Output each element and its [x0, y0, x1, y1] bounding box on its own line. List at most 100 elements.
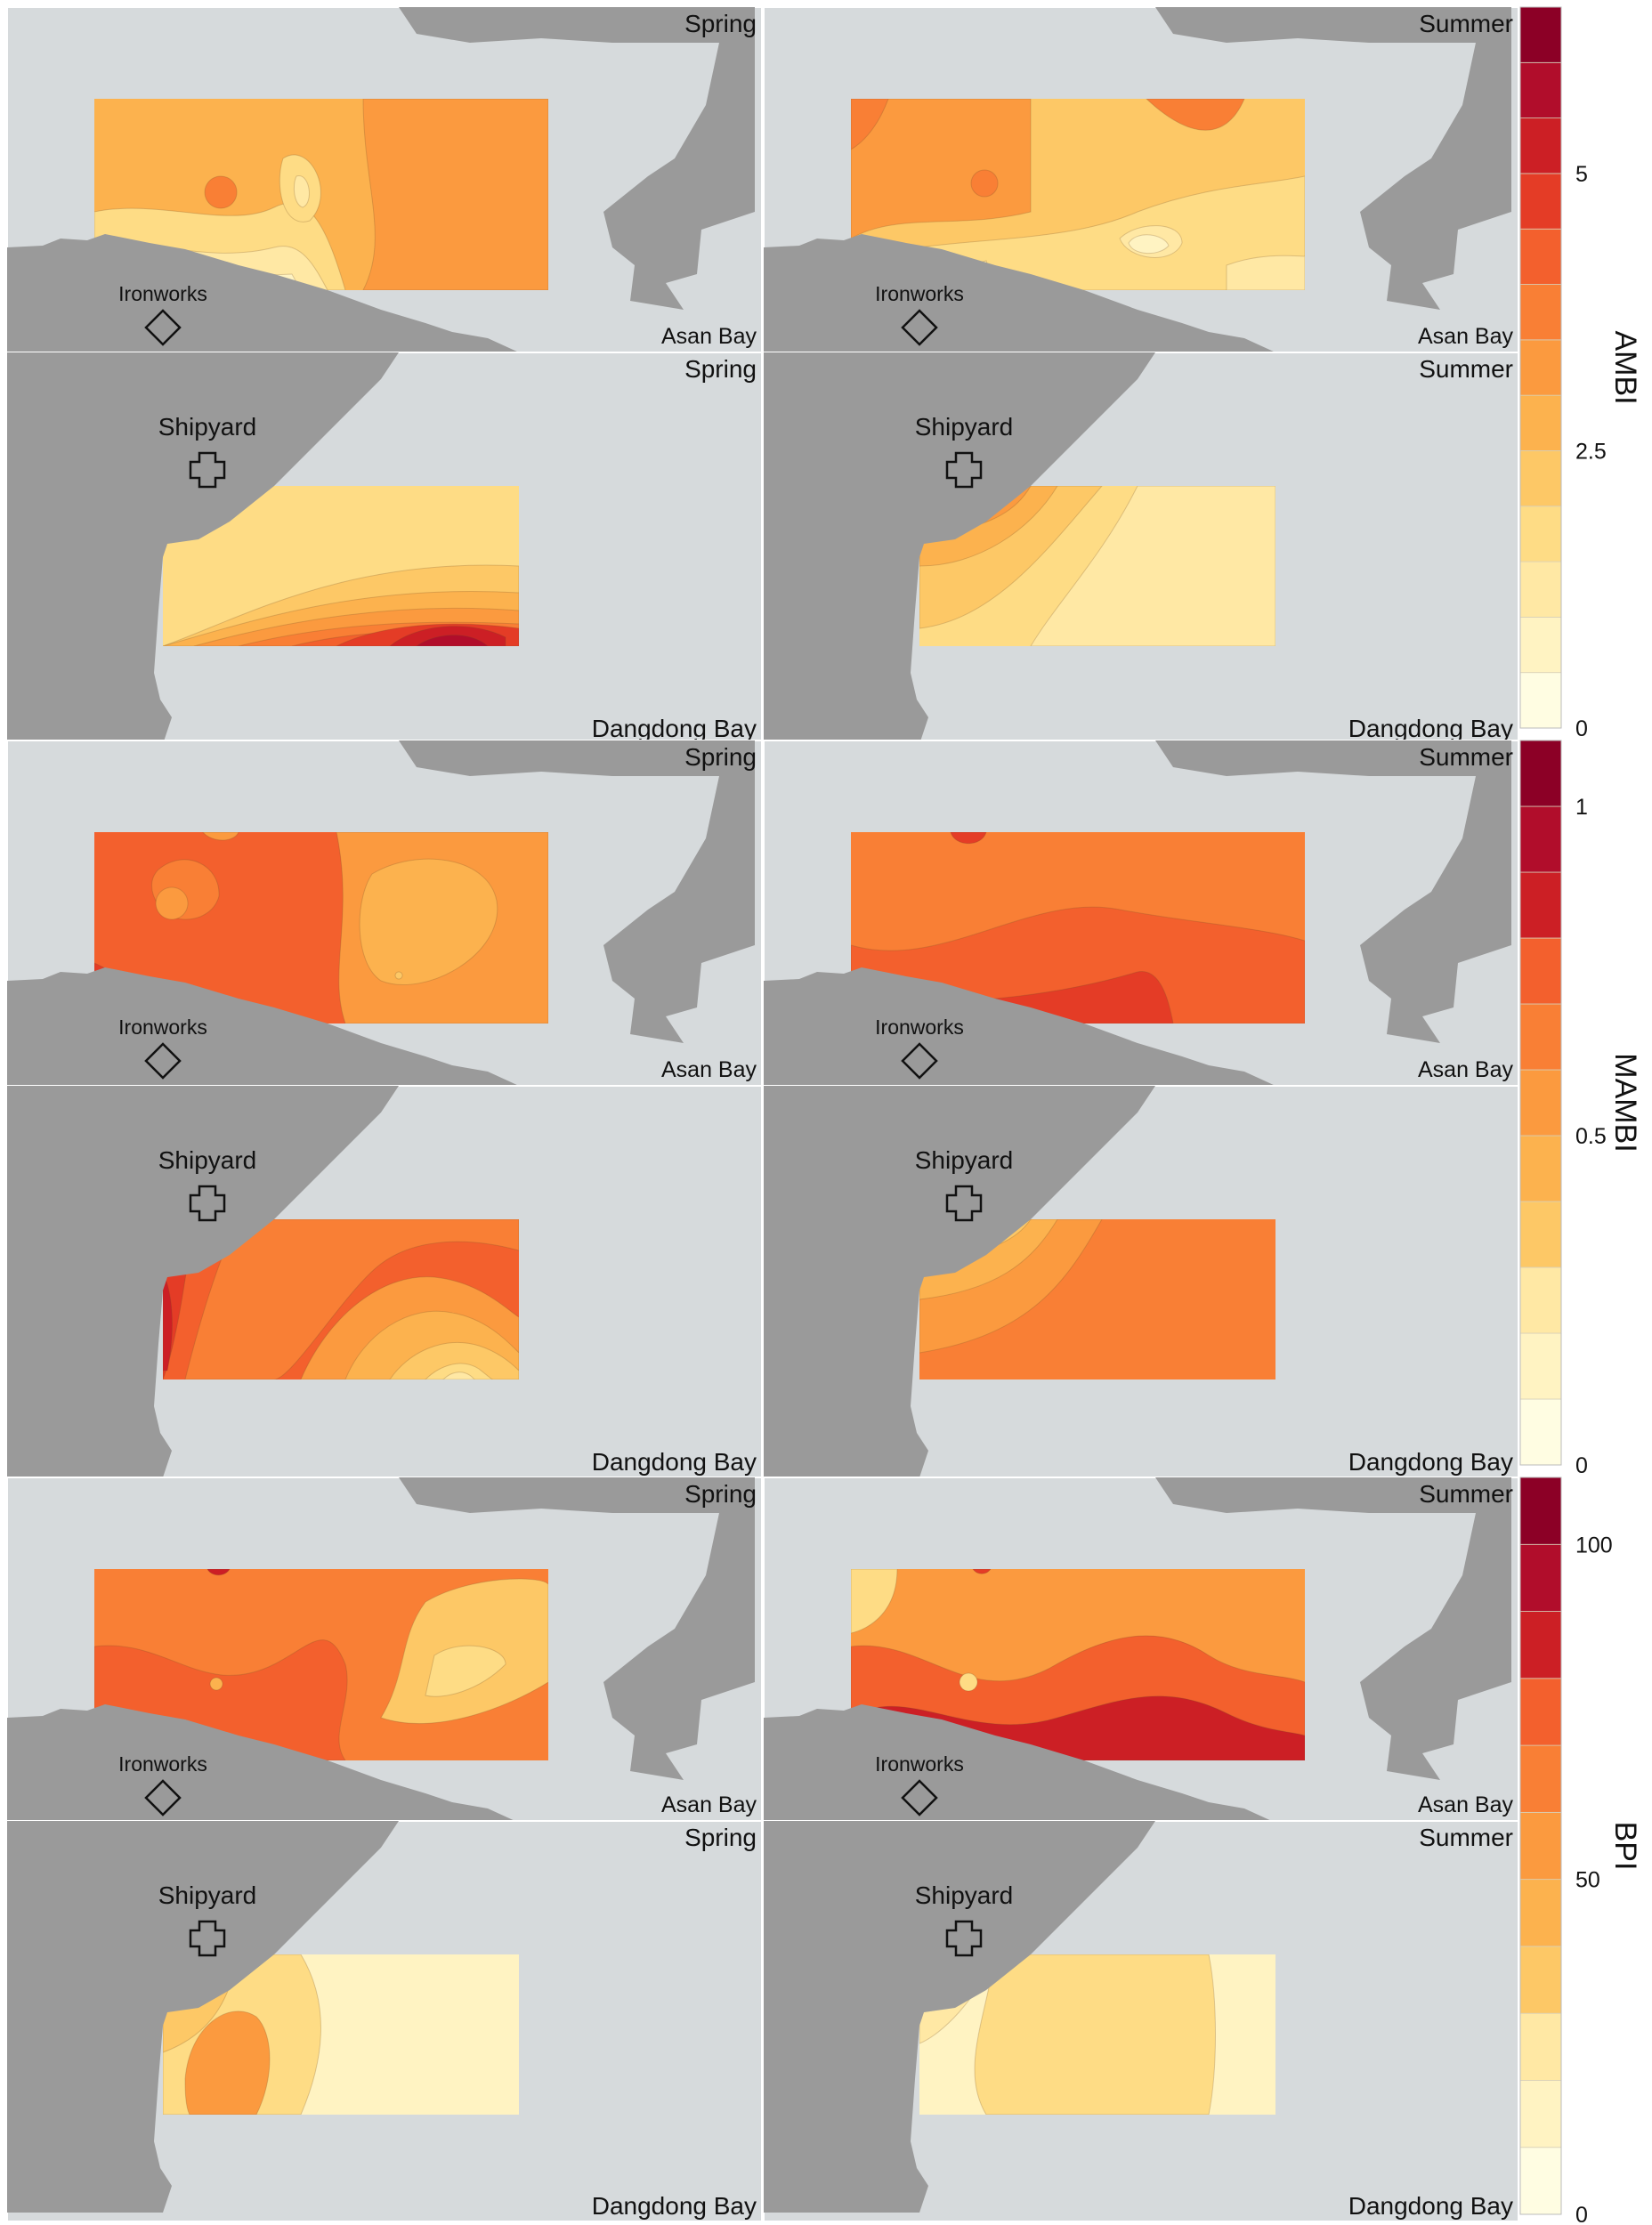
colorbar-swatch — [1519, 117, 1562, 174]
colorbar-swatch — [1519, 173, 1562, 230]
colorbar-tick-label: 1 — [1575, 795, 1588, 820]
contour-band — [1030, 486, 1275, 646]
land-mass — [764, 352, 1155, 744]
contour-band — [394, 971, 403, 980]
map-panel-mambi-ironworks-right: Summer Ironworks Asan Bay — [763, 740, 1519, 1087]
shipyard-label: Shipyard — [158, 413, 257, 441]
land-mass — [764, 967, 1275, 1086]
map-panel-mambi-ironworks-left: Spring Ironworks Asan Bay — [6, 740, 763, 1087]
colorbar-swatch — [1519, 1678, 1562, 1746]
bay-label: Asan Bay — [1418, 1792, 1514, 1817]
colorbar-tick-label: 50 — [1575, 1868, 1600, 1893]
colorbar-swatch — [1519, 561, 1562, 618]
season-label: Spring — [684, 743, 757, 771]
colorbar-title: BPI — [1608, 1822, 1642, 1871]
colorbar-swatch — [1519, 937, 1562, 1005]
colorbar-swatch — [1519, 871, 1562, 939]
colorbar-swatch — [1519, 2147, 1562, 2215]
map-panel-ambi-ironworks-right: Summer Ironworks Asan Bay — [763, 6, 1519, 353]
colorbar-tick-label: 0 — [1575, 2203, 1588, 2225]
contour-band — [1128, 234, 1170, 255]
ironworks-diamond-icon — [901, 309, 938, 346]
ironworks-diamond-icon — [901, 1779, 938, 1816]
bay-label: Asan Bay — [661, 1057, 757, 1082]
land-mass — [7, 352, 399, 744]
contour-band — [1146, 99, 1245, 131]
ironworks-diamond-icon — [144, 1779, 182, 1816]
bay-label: Dangdong Bay — [1348, 1448, 1513, 1476]
ironworks-label: Ironworks — [875, 282, 964, 305]
season-label: Summer — [1419, 10, 1513, 37]
colorbar-swatch — [1519, 1879, 1562, 1947]
contour-band — [974, 1954, 1216, 2115]
colorbar-swatch — [1519, 805, 1562, 873]
contour-field — [163, 486, 519, 646]
map-panel-bpi-shipyard-right: Summer Shipyard Dangdong Bay — [763, 1820, 1519, 2222]
mambi-colorbar: 0 0.5 1 MAMBI — [1519, 740, 1642, 1478]
shipyard-label: Shipyard — [915, 1146, 1014, 1174]
bay-label: Asan Bay — [1418, 324, 1514, 349]
colorbar-swatch — [1519, 1477, 1562, 1545]
shipyard-cross-icon — [189, 1920, 226, 1957]
map-panel-ambi-shipyard-left: Spring Shipyard Dangdong Bay — [6, 352, 763, 745]
season-label: Spring — [684, 355, 757, 383]
contour-band — [204, 175, 238, 209]
shipyard-cross-icon — [189, 451, 226, 489]
land-mass — [764, 1821, 1155, 2213]
ironworks-label: Ironworks — [118, 282, 207, 305]
contour-band — [416, 635, 489, 646]
bay-label: Dangdong Bay — [1348, 2192, 1513, 2220]
ironworks-diamond-icon — [901, 1042, 938, 1080]
land-mass — [764, 1704, 1275, 1823]
contour-band — [851, 99, 1032, 239]
colorbar-swatch — [1519, 1811, 1562, 1881]
contour-band — [1226, 255, 1305, 290]
season-label: Spring — [684, 10, 757, 37]
ironworks-diamond-icon — [144, 1042, 182, 1080]
season-label: Spring — [684, 1480, 757, 1508]
shipyard-label: Shipyard — [915, 1881, 1014, 1909]
colorbar-swatch — [1519, 394, 1562, 451]
map-panel-bpi-ironworks-right: Summer Ironworks Asan Bay — [763, 1477, 1519, 1823]
colorbar-swatch — [1519, 450, 1562, 507]
bay-label: Dangdong Bay — [592, 2192, 757, 2220]
contour-band — [155, 886, 189, 920]
land-mass — [764, 234, 1275, 352]
bay-label: Asan Bay — [661, 1792, 757, 1817]
shipyard-cross-icon — [945, 1920, 983, 1957]
contour-band — [950, 832, 987, 845]
contour-band — [442, 1371, 475, 1380]
contour-band — [959, 1672, 978, 1692]
ironworks-label: Ironworks — [875, 1752, 964, 1776]
colorbar-swatch — [1519, 6, 1562, 63]
season-label: Summer — [1419, 1480, 1513, 1508]
colorbar-swatch — [1519, 1135, 1562, 1202]
season-label: Spring — [684, 1824, 757, 1851]
colorbar-swatch — [1519, 1003, 1562, 1071]
map-panel-mambi-shipyard-left: Shipyard Dangdong Bay — [6, 1085, 763, 1478]
land-mass — [7, 234, 519, 352]
land-mass — [7, 1821, 399, 2213]
colorbar-swatch — [1519, 1543, 1562, 1612]
land-mass — [7, 1704, 519, 1823]
colorbar-tick-label: 0.5 — [1575, 1124, 1607, 1149]
shipyard-cross-icon — [189, 1185, 226, 1222]
season-label: Summer — [1419, 355, 1513, 383]
shipyard-label: Shipyard — [158, 1146, 257, 1174]
contour-field — [163, 1219, 519, 1380]
bpi-colorbar: 0 50 100 BPI — [1519, 1477, 1642, 2225]
contour-band — [851, 99, 889, 150]
colorbar-swatch — [1519, 1266, 1562, 1334]
colorbar-title: AMBI — [1608, 330, 1642, 404]
colorbar-tick-label: 100 — [1575, 1533, 1613, 1558]
colorbar-swatch — [1519, 61, 1562, 119]
colorbar-swatch — [1519, 1201, 1562, 1268]
contour-band — [184, 2011, 271, 2115]
contour-field — [94, 832, 548, 1024]
colorbar-swatch — [1519, 339, 1562, 396]
ironworks-label: Ironworks — [118, 1015, 207, 1039]
colorbar-swatch — [1519, 1398, 1562, 1466]
land-mass — [399, 7, 755, 310]
colorbar-tick-label: 2.5 — [1575, 439, 1607, 464]
